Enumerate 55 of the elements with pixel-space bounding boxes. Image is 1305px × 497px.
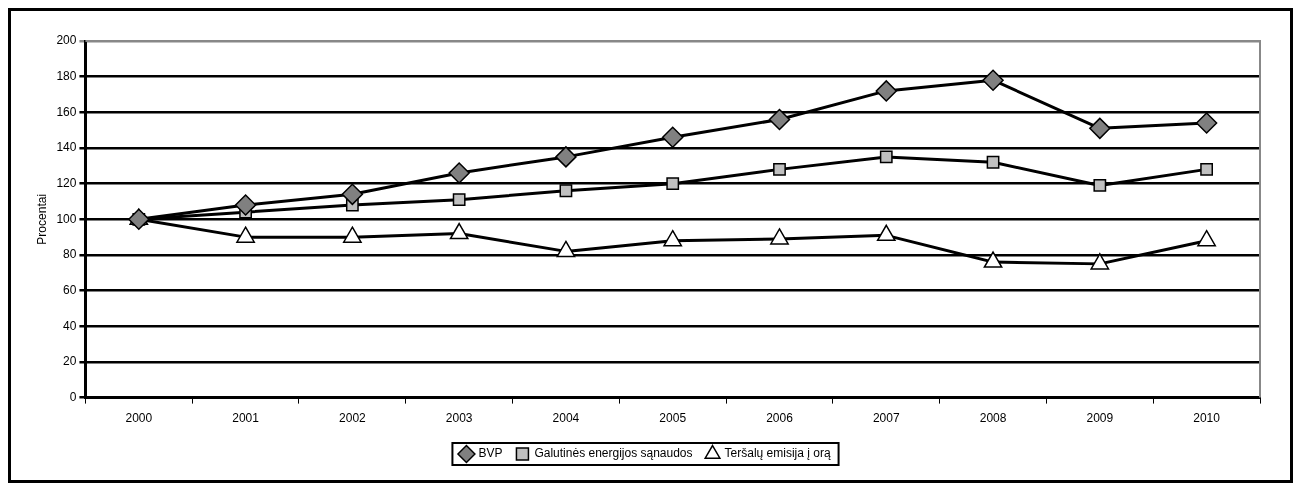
point xyxy=(1089,117,1111,140)
x-tick-label: 2002 xyxy=(339,411,367,426)
y-tick-label: 60 xyxy=(63,282,77,297)
y-tick-label: 200 xyxy=(56,33,77,48)
point xyxy=(342,226,362,243)
x-tick-label: 2006 xyxy=(766,411,794,426)
point xyxy=(1200,162,1214,176)
point xyxy=(661,126,684,149)
point xyxy=(770,228,789,245)
y-axis-title: Procentai xyxy=(34,193,49,245)
point xyxy=(768,108,791,131)
y-tick-label: 80 xyxy=(63,247,77,262)
y-tick-label: 100 xyxy=(56,211,77,226)
x-tick-label: 2000 xyxy=(125,411,153,426)
x-tick-label: 2004 xyxy=(552,411,580,426)
y-tick-label: 180 xyxy=(56,68,77,83)
point xyxy=(1090,253,1110,270)
point xyxy=(555,146,577,168)
y-tick-label: 120 xyxy=(56,175,77,190)
point xyxy=(666,177,680,191)
y-tick-label: 40 xyxy=(63,318,77,333)
point xyxy=(875,80,898,102)
legend-label: Teršalų emisija į orą xyxy=(724,446,831,461)
y-tick-label: 20 xyxy=(63,354,77,369)
point xyxy=(449,222,469,240)
point xyxy=(448,162,470,184)
x-tick-label: 2005 xyxy=(659,411,687,426)
y-tick-label: 0 xyxy=(69,389,77,404)
legend-label: BVP xyxy=(478,446,503,461)
legend-label: Galutinės energijos sąnaudos xyxy=(534,446,693,461)
point xyxy=(452,193,466,207)
point xyxy=(982,69,1004,91)
point xyxy=(556,240,576,258)
y-tick-label: 140 xyxy=(56,140,77,155)
point xyxy=(341,183,364,206)
point xyxy=(1197,229,1217,247)
point xyxy=(559,184,573,198)
x-tick-label: 2001 xyxy=(232,411,260,426)
point xyxy=(1195,112,1218,134)
point xyxy=(234,194,257,216)
point xyxy=(128,208,150,231)
point xyxy=(773,162,786,176)
point xyxy=(663,229,683,247)
x-tick-label: 2010 xyxy=(1193,411,1221,426)
x-tick-label: 2008 xyxy=(979,411,1007,426)
x-tick-label: 2007 xyxy=(872,411,900,426)
point xyxy=(983,251,1003,268)
y-tick-label: 160 xyxy=(56,104,77,119)
point xyxy=(876,224,896,242)
x-tick-label: 2003 xyxy=(445,411,473,426)
point xyxy=(879,150,893,164)
x-tick-label: 2009 xyxy=(1086,411,1114,426)
point xyxy=(236,226,255,243)
point xyxy=(1093,179,1107,192)
point xyxy=(986,155,1000,169)
